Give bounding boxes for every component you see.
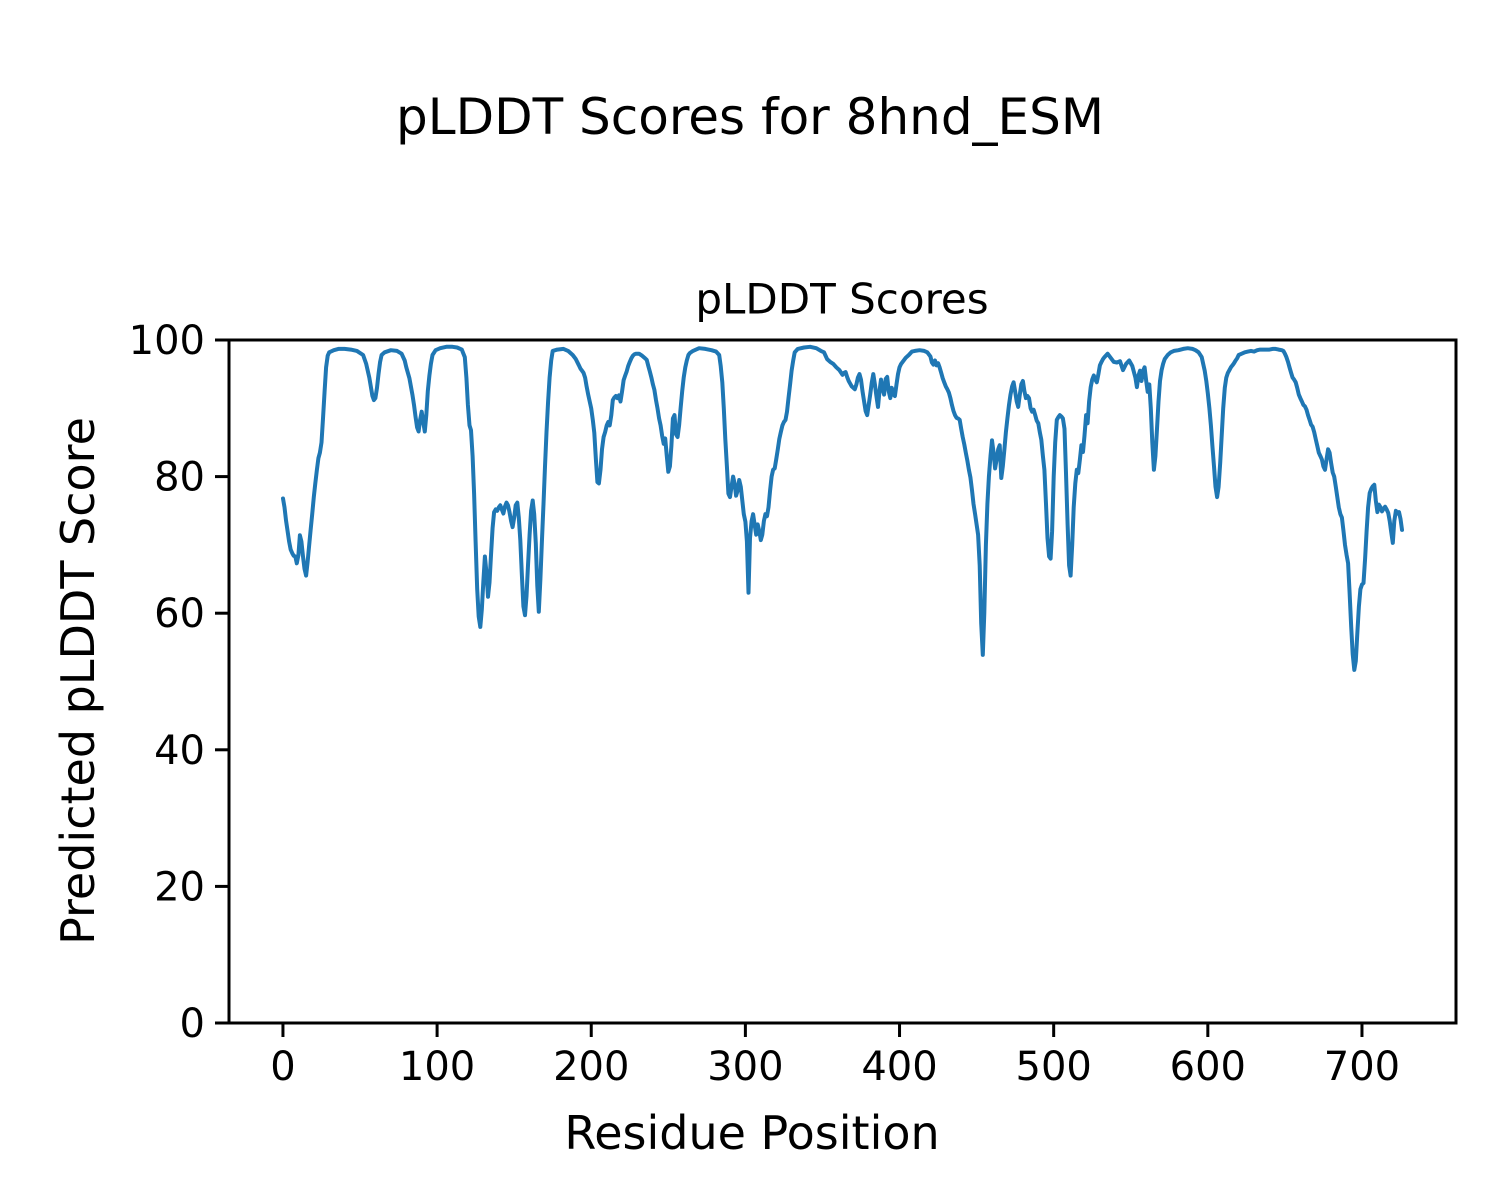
x-tick-label: 200 [553, 1044, 629, 1090]
axes-frame [227, 338, 1458, 1025]
y-tick-label: 100 [129, 318, 205, 364]
axes-title: pLDDT Scores [695, 274, 989, 324]
plddt-line [281, 344, 1404, 672]
x-tick-label: 700 [1324, 1044, 1400, 1090]
figure-title: pLDDT Scores for 8hnd_ESM [395, 88, 1105, 146]
x-axis-label: Residue Position [564, 1106, 940, 1160]
x-tick-label: 400 [861, 1044, 937, 1090]
x-tick-label: 500 [1016, 1044, 1092, 1090]
x-tick-label: 0 [270, 1044, 295, 1090]
x-tick-label: 600 [1170, 1044, 1246, 1090]
y-axis-label: Predicted pLDDT Score [51, 417, 105, 945]
y-tick-label: 40 [154, 728, 205, 774]
x-tick-label: 100 [399, 1044, 475, 1090]
y-tick-label: 0 [180, 1001, 205, 1047]
y-tick-label: 20 [154, 864, 205, 910]
y-tick-label: 60 [154, 591, 205, 637]
y-tick-label: 80 [154, 455, 205, 501]
x-tick-label: 300 [707, 1044, 783, 1090]
